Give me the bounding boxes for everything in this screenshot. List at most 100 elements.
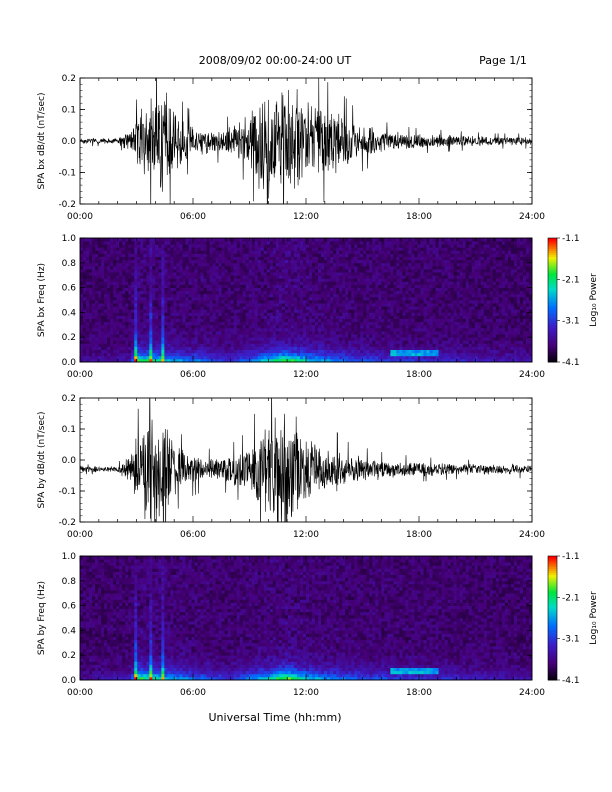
spectrogram-cell <box>152 315 156 319</box>
spectrogram-cell <box>242 281 247 285</box>
spectrogram-cell <box>83 312 87 316</box>
spectrogram-cell <box>260 247 265 251</box>
spectrogram-cell <box>333 312 337 316</box>
spectrogram-cell <box>360 262 364 267</box>
spectrogram-cell <box>293 238 298 242</box>
spectrogram-cell <box>161 284 165 288</box>
spectrogram-cell <box>306 272 310 276</box>
spectrogram-cell <box>366 284 370 288</box>
spectrogram-cell <box>423 269 427 273</box>
spectrogram-cell <box>381 315 385 319</box>
spectrogram-cell <box>345 306 349 310</box>
spectrogram-cell <box>327 321 331 326</box>
spectrogram-cell <box>218 346 223 350</box>
spectrogram-cell <box>315 290 319 295</box>
spectrogram-cell <box>432 315 436 319</box>
spectrogram-cell <box>417 287 421 292</box>
spectrogram-cell <box>414 327 418 332</box>
spectrogram-cell <box>248 340 253 344</box>
spectrogram-cell <box>233 290 238 295</box>
spectrogram-cell <box>140 269 144 273</box>
spectrogram-cell <box>188 349 192 354</box>
spectrogram-cell <box>390 315 394 319</box>
spectrogram-cell <box>161 352 165 357</box>
spectrogram-cell <box>296 324 301 329</box>
spectrogram-cell <box>348 318 352 323</box>
spectrogram-cell <box>266 300 271 304</box>
spectrogram-cell <box>360 327 364 332</box>
spectrogram-cell <box>242 293 247 298</box>
spectrogram-cell <box>363 352 367 357</box>
spectrogram-cell <box>182 256 186 261</box>
spectrogram-cell <box>438 296 442 301</box>
spectrogram-cell <box>191 244 195 248</box>
spectrogram-cell <box>200 318 204 323</box>
spectrogram-cell <box>315 281 319 285</box>
spectrogram-cell <box>393 318 397 323</box>
spectrogram-cell <box>203 247 207 251</box>
spectrogram-cell <box>384 306 388 310</box>
spectrogram-cell <box>444 355 449 360</box>
spectrogram-cell <box>438 349 442 354</box>
spectrogram-cell <box>405 250 409 254</box>
spectrogram-cell <box>164 340 168 344</box>
spectrogram-cell <box>345 244 349 248</box>
spectrogram-cell <box>284 337 289 341</box>
spectrogram-cell <box>269 352 274 357</box>
spectrogram-cell <box>396 318 400 323</box>
spectrogram-cell <box>417 293 421 298</box>
spectrogram-cell <box>423 327 427 332</box>
spectrogram-cell <box>254 337 259 341</box>
spectrogram-cell <box>236 355 241 360</box>
spectrogram-cell <box>176 346 180 350</box>
spectrogram-cell <box>230 349 235 354</box>
spectrogram-cell <box>233 346 238 350</box>
spectrogram-cell <box>330 262 334 267</box>
spectrogram-cell <box>302 355 307 360</box>
spectrogram-cell <box>435 262 439 267</box>
spectrogram-cell <box>269 355 274 360</box>
spectrogram-cell <box>218 287 223 292</box>
spectrogram-cell <box>269 247 274 251</box>
spectrogram-cell <box>390 303 394 307</box>
spectrogram-cell <box>227 293 232 298</box>
spectrogram-cell <box>348 259 352 264</box>
spectrogram-cell <box>242 265 247 270</box>
spectrogram-cell <box>98 256 102 261</box>
spectrogram-cell <box>254 244 259 248</box>
spectrogram-cell <box>182 318 186 323</box>
spectrogram-cell <box>351 296 355 301</box>
spectrogram-cell <box>221 340 226 344</box>
spectrogram-cell <box>95 334 99 338</box>
spectrogram-cell <box>423 293 427 298</box>
spectrogram-cell <box>312 331 316 335</box>
spectrogram-cell <box>95 337 99 341</box>
spectrogram-cell <box>182 343 186 347</box>
spectrogram-cell <box>378 300 382 304</box>
spectrogram-cell <box>324 269 328 273</box>
spectrogram-cell <box>426 241 430 245</box>
spectrogram-cell <box>149 238 153 242</box>
spectrogram-cell <box>191 272 195 276</box>
spectrogram-cell <box>293 284 298 288</box>
spectrogram-cell <box>239 253 244 257</box>
spectrogram-cell <box>83 334 87 338</box>
spectrogram-cell <box>227 244 232 248</box>
spectrogram-cell <box>444 284 449 288</box>
spectrogram-cell <box>221 324 226 329</box>
spectrogram-cell <box>149 284 153 288</box>
spectrogram-cell <box>269 244 274 248</box>
spectrogram-cell <box>405 303 409 307</box>
spectrogram-cell <box>212 327 216 332</box>
spectrogram-cell <box>330 247 334 251</box>
spectrogram-cell <box>290 259 295 264</box>
spectrogram-cell <box>161 281 165 285</box>
spectrogram-cell <box>173 327 177 332</box>
spectrogram-cell <box>125 238 129 242</box>
spectrogram-cell <box>122 241 126 245</box>
spectrogram-cell <box>420 238 424 242</box>
spectrogram-cell <box>83 256 87 261</box>
spectrogram-cell <box>119 253 123 257</box>
spectrogram-cell <box>432 296 436 301</box>
spectrogram-cell <box>200 334 204 338</box>
